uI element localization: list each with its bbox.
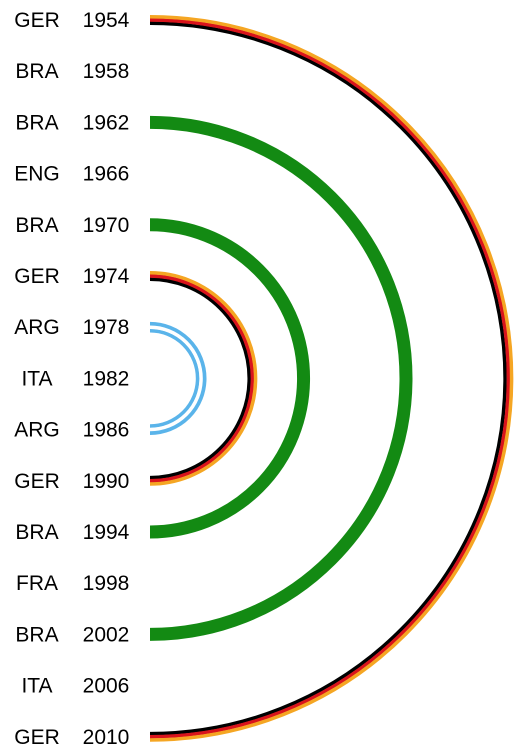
germany-arc-1974-1990-stripe-2 [149, 274, 255, 483]
year-label: 1990 [83, 470, 130, 493]
team-label: BRA [15, 214, 58, 237]
row-1970: BRA 1970 [15, 214, 129, 237]
year-label: 2002 [83, 623, 130, 646]
team-label: GER [14, 265, 60, 288]
row-2006: ITA 2006 [21, 675, 129, 698]
team-label: GER [14, 470, 60, 493]
labels-layer: GER 1954 BRA 1958 BRA 1962 ENG 1966 BRA 1970 GER 19… [14, 9, 129, 749]
row-1958: BRA 1958 [15, 60, 129, 83]
team-label: BRA [15, 111, 58, 134]
team-label: ARG [14, 419, 60, 442]
year-label: 1978 [83, 316, 130, 339]
argentina-arc-1978-1986-stripe-1 [149, 328, 200, 428]
team-label: ARG [14, 316, 60, 339]
germany-arc-1974-1990-stripe-3 [149, 271, 258, 486]
team-label: GER [14, 9, 60, 32]
row-1966: ENG 1966 [14, 163, 129, 186]
row-1994: BRA 1994 [15, 521, 129, 544]
germany-arc-1974-1990-stripe-1 [149, 277, 251, 480]
year-label: 2010 [83, 726, 130, 749]
year-label: 1998 [83, 572, 130, 595]
row-1974: GER 1974 [14, 265, 129, 288]
row-1998: FRA 1998 [16, 572, 129, 595]
team-label: BRA [15, 623, 58, 646]
germany-arc-1954-2010-stripe-2 [149, 18, 511, 739]
row-1982: ITA 1982 [21, 367, 129, 390]
team-label: BRA [15, 60, 58, 83]
year-label: 1982 [83, 367, 130, 390]
row-1990: GER 1990 [14, 470, 129, 493]
row-1954: GER 1954 [14, 9, 129, 32]
year-label: 1970 [83, 214, 130, 237]
year-label: 1986 [83, 419, 130, 442]
year-label: 1962 [83, 111, 130, 134]
team-label: BRA [15, 521, 58, 544]
year-label: 1974 [83, 265, 130, 288]
year-label: 1958 [83, 60, 130, 83]
arcs-layer [149, 15, 514, 742]
team-label: ITA [21, 675, 52, 698]
team-label: ITA [21, 367, 52, 390]
team-label: GER [14, 726, 60, 749]
team-label: FRA [16, 572, 58, 595]
argentina-arc-1978-1986-stripe-3 [149, 321, 207, 435]
row-1986: ARG 1986 [14, 419, 129, 442]
row-1962: BRA 1962 [15, 111, 129, 134]
brazil-arc-1962-2002 [149, 115, 413, 641]
row-2002: BRA 2002 [15, 623, 129, 646]
germany-arc-1954-2010-stripe-1 [149, 21, 507, 736]
row-1978: ARG 1978 [14, 316, 129, 339]
year-label: 1954 [83, 9, 130, 32]
germany-arc-1954-2010-stripe-3 [149, 15, 514, 742]
team-label: ENG [14, 163, 60, 186]
row-2010: GER 2010 [14, 726, 129, 749]
year-label: 2006 [83, 675, 130, 698]
year-label: 1994 [83, 521, 130, 544]
brazil-arc-1970-1994 [149, 218, 311, 539]
year-label: 1966 [83, 163, 130, 186]
argentina-arc-1978-1986-stripe-2 [149, 325, 203, 432]
